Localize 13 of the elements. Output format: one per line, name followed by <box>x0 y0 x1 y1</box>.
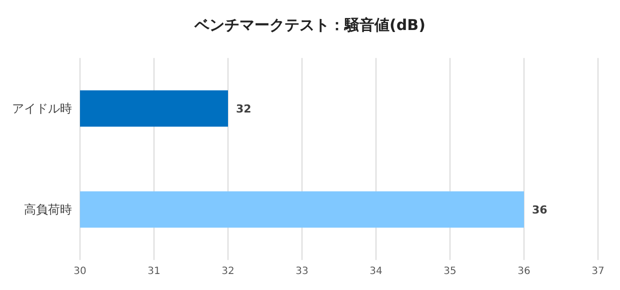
x-tick-label: 36 <box>518 266 530 277</box>
data-label: 32 <box>236 102 252 116</box>
data-label: 36 <box>532 204 548 216</box>
x-tick-label: 33 <box>296 266 308 277</box>
x-tick-label: 30 <box>74 266 86 277</box>
y-tick-label: 高負荷時 <box>24 202 72 216</box>
y-tick-label: アイドル時 <box>12 102 72 116</box>
chart-title: ベンチマークテスト：騒音値(dB) <box>194 16 426 34</box>
x-tick-label: 32 <box>222 266 234 277</box>
x-tick-label: 35 <box>444 266 456 277</box>
x-tick-label: 34 <box>370 266 382 277</box>
x-tick-label: 31 <box>148 266 160 277</box>
x-tick-label: 37 <box>592 266 604 277</box>
